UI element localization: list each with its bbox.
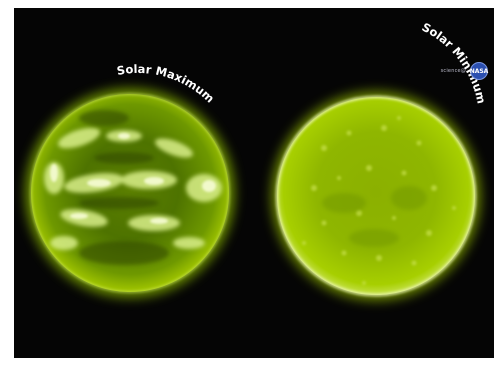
logo-caption: science@ xyxy=(440,68,466,74)
nasa-meatball-icon: NASA xyxy=(470,62,488,80)
sun-comparison-scene: Solar Maximum Solar Minimum xyxy=(14,20,492,312)
solar-maximum-sun xyxy=(14,77,246,309)
solar-minimum-sun xyxy=(260,80,492,312)
nasa-logo: science@ NASA xyxy=(441,62,488,80)
video-frame: Solar Maximum Solar Minimum science@ NAS… xyxy=(14,8,494,358)
